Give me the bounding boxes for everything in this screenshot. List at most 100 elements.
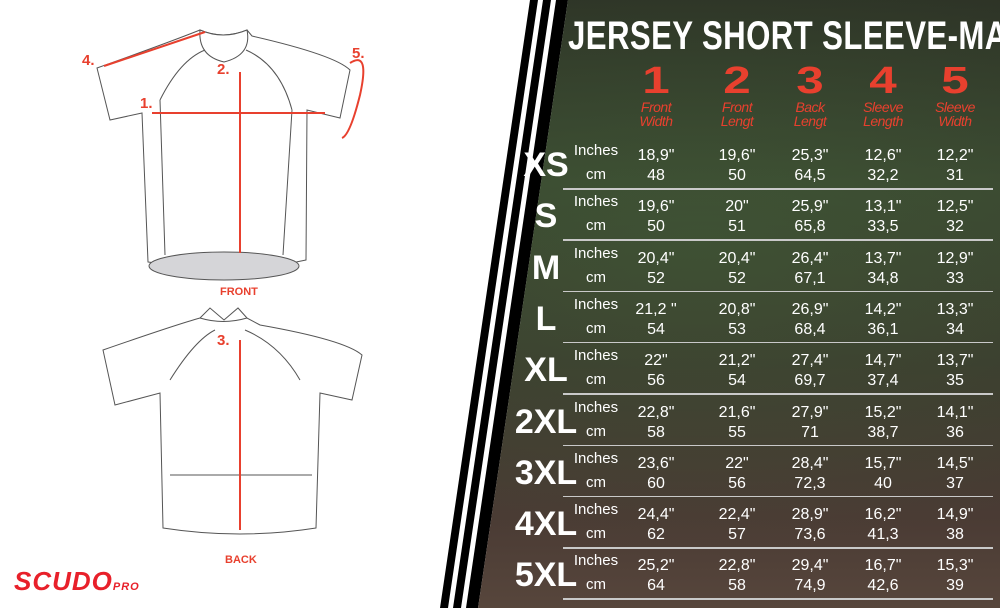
size-row: 4XL Inches cm 24,4" 62 22,4" 57 28,9" 73,6 16,2… xyxy=(0,499,1000,550)
row-divider xyxy=(563,547,993,549)
value-cm: 33 xyxy=(946,269,964,287)
value-inches: 28,4" xyxy=(791,454,829,472)
value-inches: 28,9" xyxy=(791,506,829,524)
column-header: 3 Back Lengt xyxy=(793,60,827,129)
unit-inches: Inches xyxy=(573,398,619,416)
value-inches: 13,7" xyxy=(936,352,974,370)
column-header: 5 Sleeve Width xyxy=(935,60,975,129)
value-cm: 55 xyxy=(728,423,746,441)
value-inches: 12,2" xyxy=(936,147,974,164)
unit-cm: cm xyxy=(586,576,606,594)
value-cm: 37 xyxy=(946,474,964,492)
front-jersey-drawing xyxy=(96,29,351,281)
row-divider xyxy=(563,290,993,293)
value-cm: 56 xyxy=(728,474,746,492)
value-inches: 18,9" xyxy=(637,147,675,164)
row-divider xyxy=(563,239,993,241)
value-cm: 57 xyxy=(728,526,746,544)
size-label: 5XL xyxy=(514,556,578,595)
value-inches: 22,4" xyxy=(718,506,756,524)
value-inches: 21,2 " xyxy=(635,300,677,318)
row-divider xyxy=(563,444,993,446)
unit-inches: Inches xyxy=(573,295,619,313)
unit-inches: Inches xyxy=(573,347,619,365)
row-divider xyxy=(563,188,993,190)
value-cm: 64,5 xyxy=(794,167,826,184)
unit-inches: Inches xyxy=(573,449,619,467)
unit-cm: cm xyxy=(586,422,606,440)
measure-markers: 1. 2. 3. 4. 5. xyxy=(82,45,365,349)
value-cm: 34,8 xyxy=(867,269,899,287)
value-cm: 73,6 xyxy=(794,526,826,544)
value-inches: 23,6" xyxy=(637,454,675,472)
value-inches: 12,9" xyxy=(936,249,974,267)
svg-text:1.: 1. xyxy=(140,95,153,112)
value-cm: 53 xyxy=(728,320,746,338)
size-row: XS Inches cm 18,9" 48 19,6" 50 25,3" 64,5 12,6"… xyxy=(0,140,1000,191)
unit-inches: Inches xyxy=(573,193,619,211)
value-inches: 20,8" xyxy=(718,300,756,318)
value-cm: 68,4 xyxy=(794,320,826,338)
value-inches: 27,4" xyxy=(791,352,829,370)
value-cm: 38 xyxy=(946,526,964,544)
size-row: S Inches cm 19,6" 50 20" 51 25,9" 65,8 13,1" 33,… xyxy=(0,191,1000,242)
value-inches: 15,7" xyxy=(864,454,902,472)
size-label: XS xyxy=(523,146,569,184)
value-inches: 15,2" xyxy=(864,403,902,421)
unit-cm: cm xyxy=(586,473,606,491)
unit-inches: Inches xyxy=(573,552,619,570)
unit-cm: cm xyxy=(586,166,606,183)
value-cm: 40 xyxy=(874,474,892,492)
row-divider xyxy=(563,341,993,344)
value-cm: 33,5 xyxy=(867,218,899,236)
row-divider xyxy=(563,393,993,395)
value-cm: 72,3 xyxy=(794,474,826,492)
value-cm: 62 xyxy=(647,526,665,544)
value-inches: 26,4" xyxy=(791,249,829,267)
size-label: 4XL xyxy=(514,505,578,544)
value-inches: 14,9" xyxy=(936,506,974,524)
back-jersey-drawing xyxy=(102,307,363,535)
size-row: M Inches cm 20,4" 52 20,4" 52 26,4" 67,1 13,7" 3… xyxy=(0,243,1000,294)
value-inches: 21,6" xyxy=(718,403,756,421)
size-label: S xyxy=(534,197,558,236)
value-cm: 71 xyxy=(801,423,819,441)
svg-text:3.: 3. xyxy=(217,332,230,349)
unit-cm: cm xyxy=(586,371,606,389)
value-inches: 24,4" xyxy=(637,506,675,524)
value-inches: 19,6" xyxy=(718,147,756,164)
unit-inches: Inches xyxy=(573,142,619,159)
value-inches: 27,9" xyxy=(791,403,829,421)
value-inches: 16,7" xyxy=(864,557,902,575)
size-label: 2XL xyxy=(514,402,578,441)
column-header: 1 Front Width xyxy=(639,60,673,129)
value-cm: 67,1 xyxy=(794,269,826,287)
value-cm: 69,7 xyxy=(794,372,826,390)
row-divider xyxy=(563,598,993,600)
value-cm: 51 xyxy=(728,218,746,236)
unit-cm: cm xyxy=(586,217,606,235)
value-inches: 20" xyxy=(725,198,749,216)
column-header: 2 Front Lengt xyxy=(720,60,754,129)
value-cm: 52 xyxy=(647,269,665,287)
value-cm: 52 xyxy=(728,269,746,287)
value-cm: 35 xyxy=(946,372,964,390)
svg-text:5.: 5. xyxy=(352,45,365,62)
value-inches: 14,1" xyxy=(936,403,974,421)
value-cm: 74,9 xyxy=(794,577,826,595)
value-cm: 31 xyxy=(946,167,964,184)
value-inches: 26,9" xyxy=(791,300,829,318)
value-inches: 13,1" xyxy=(864,198,902,216)
value-cm: 38,7 xyxy=(867,423,899,441)
value-inches: 15,3" xyxy=(936,557,974,575)
size-label: XL xyxy=(524,351,568,390)
value-inches: 29,4" xyxy=(791,557,829,575)
value-inches: 22,8" xyxy=(637,403,675,421)
value-cm: 36,1 xyxy=(867,320,899,338)
unit-cm: cm xyxy=(586,525,606,543)
value-inches: 13,7" xyxy=(864,249,902,267)
value-inches: 14,2" xyxy=(864,300,902,318)
value-cm: 56 xyxy=(647,372,665,390)
measure-arrows xyxy=(103,31,365,530)
